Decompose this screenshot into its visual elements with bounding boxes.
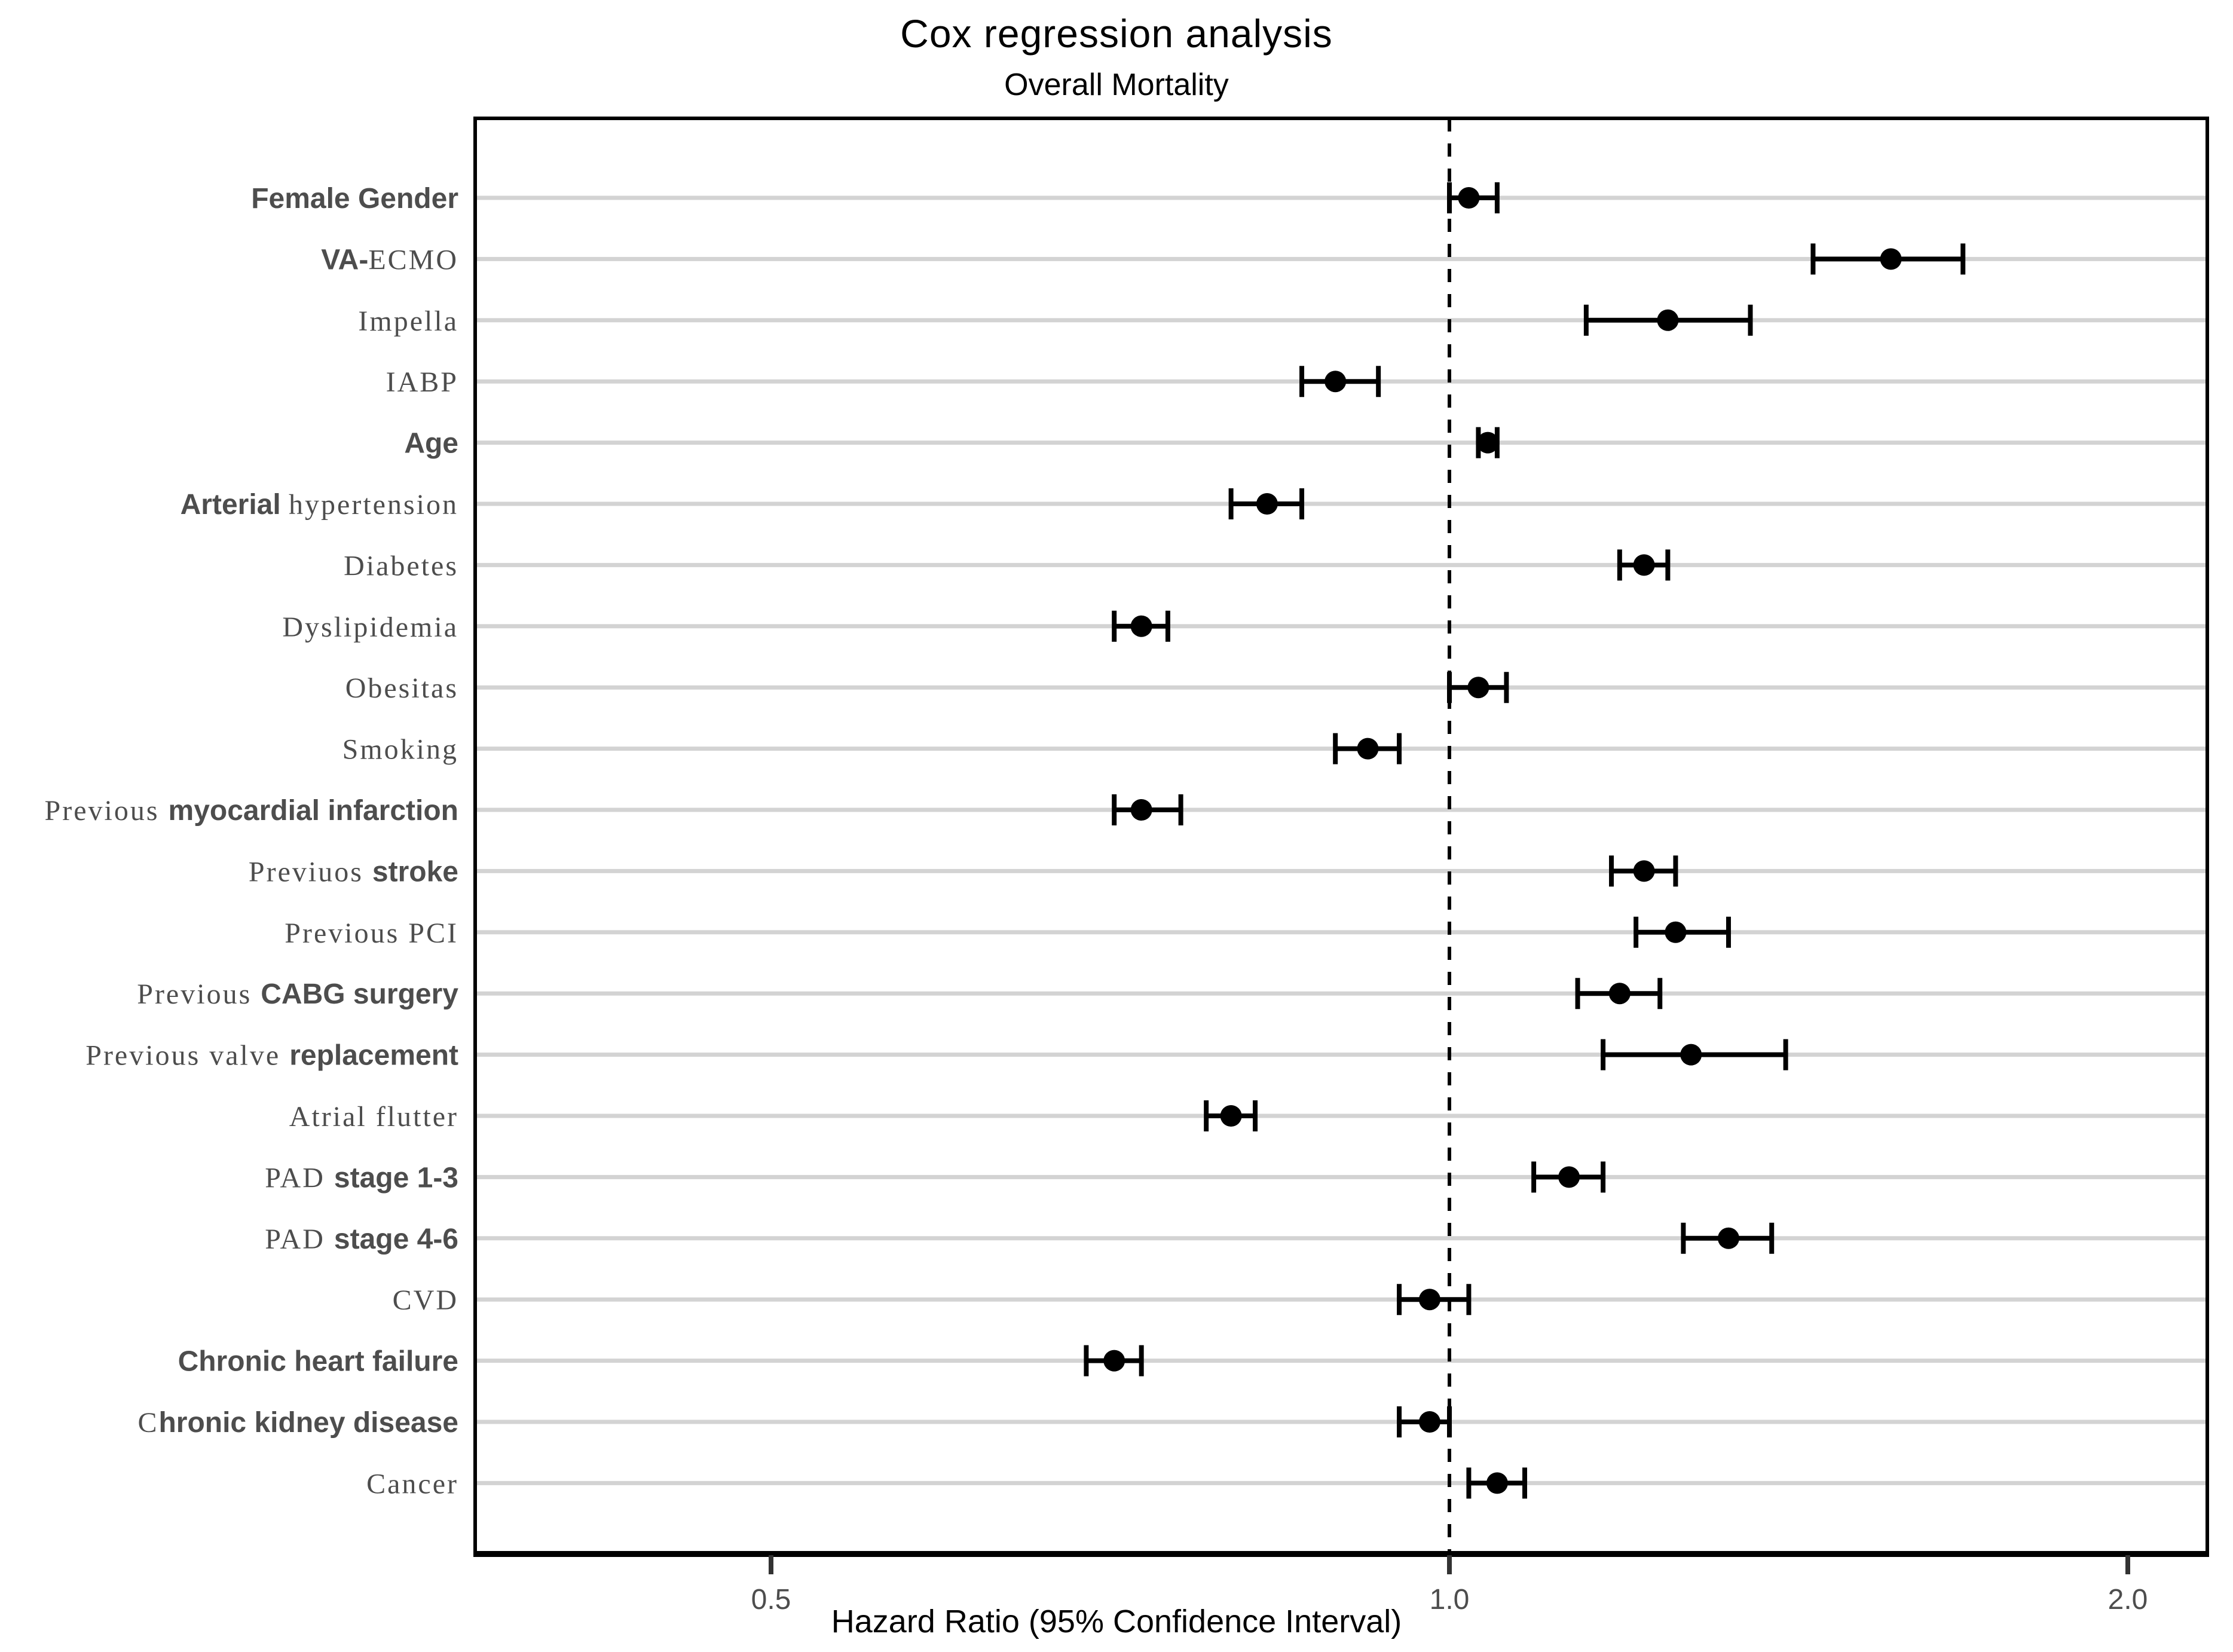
- point-marker: [1220, 1105, 1242, 1127]
- point-marker: [1608, 983, 1631, 1005]
- row-label: Previous myocardial infarction: [45, 795, 458, 827]
- row-label: VA-ECMO: [321, 244, 458, 276]
- x-tick-label: 0.5: [751, 1584, 791, 1616]
- row-label: Dyslipidemia: [282, 611, 458, 643]
- row-label: Diabetes: [344, 550, 458, 582]
- x-tick-label: 1.0: [1430, 1584, 1470, 1616]
- point-marker: [1486, 1472, 1508, 1494]
- point-marker: [1357, 738, 1379, 760]
- point-marker: [1130, 799, 1152, 821]
- row-label: Atrial flutter: [289, 1101, 458, 1133]
- row-label: Chronic heart failure: [178, 1346, 458, 1378]
- row-label: Chronic kidney disease: [137, 1407, 458, 1439]
- point-marker: [1256, 493, 1278, 515]
- row-label: CVD: [393, 1284, 458, 1316]
- point-marker: [1467, 677, 1489, 699]
- point-marker: [1633, 860, 1655, 882]
- point-marker: [1324, 371, 1347, 393]
- row-label: PAD stage 1-3: [265, 1162, 458, 1194]
- row-label: PAD stage 4-6: [265, 1223, 458, 1255]
- point-marker: [1418, 1289, 1440, 1311]
- point-marker: [1717, 1227, 1739, 1249]
- row-label: Impella: [358, 305, 458, 337]
- point-marker: [1657, 309, 1679, 331]
- point-marker: [1103, 1350, 1125, 1372]
- row-label: Previous PCI: [285, 917, 458, 949]
- row-label: IABP: [386, 366, 458, 398]
- point-marker: [1418, 1411, 1440, 1433]
- row-label: Cancer: [366, 1468, 458, 1500]
- row-label: Previous CABG surgery: [137, 978, 458, 1010]
- row-label: Age: [404, 428, 458, 460]
- point-marker: [1633, 554, 1655, 576]
- point-marker: [1458, 187, 1480, 209]
- point-marker: [1130, 615, 1152, 637]
- point-marker: [1477, 432, 1499, 454]
- row-label: Previous valve replacement: [85, 1040, 458, 1072]
- row-label: Female Gender: [251, 183, 458, 215]
- x-tick-label: 2.0: [2108, 1584, 2148, 1616]
- point-marker: [1680, 1044, 1702, 1066]
- row-label: Arterial hypertension: [181, 489, 458, 521]
- row-label: Smoking: [342, 734, 458, 766]
- point-marker: [1665, 921, 1687, 943]
- row-label: Previuos stroke: [249, 856, 458, 888]
- point-marker: [1558, 1166, 1580, 1188]
- point-marker: [1880, 248, 1902, 270]
- row-label: Obesitas: [345, 672, 458, 704]
- panel-border: [473, 117, 2209, 1556]
